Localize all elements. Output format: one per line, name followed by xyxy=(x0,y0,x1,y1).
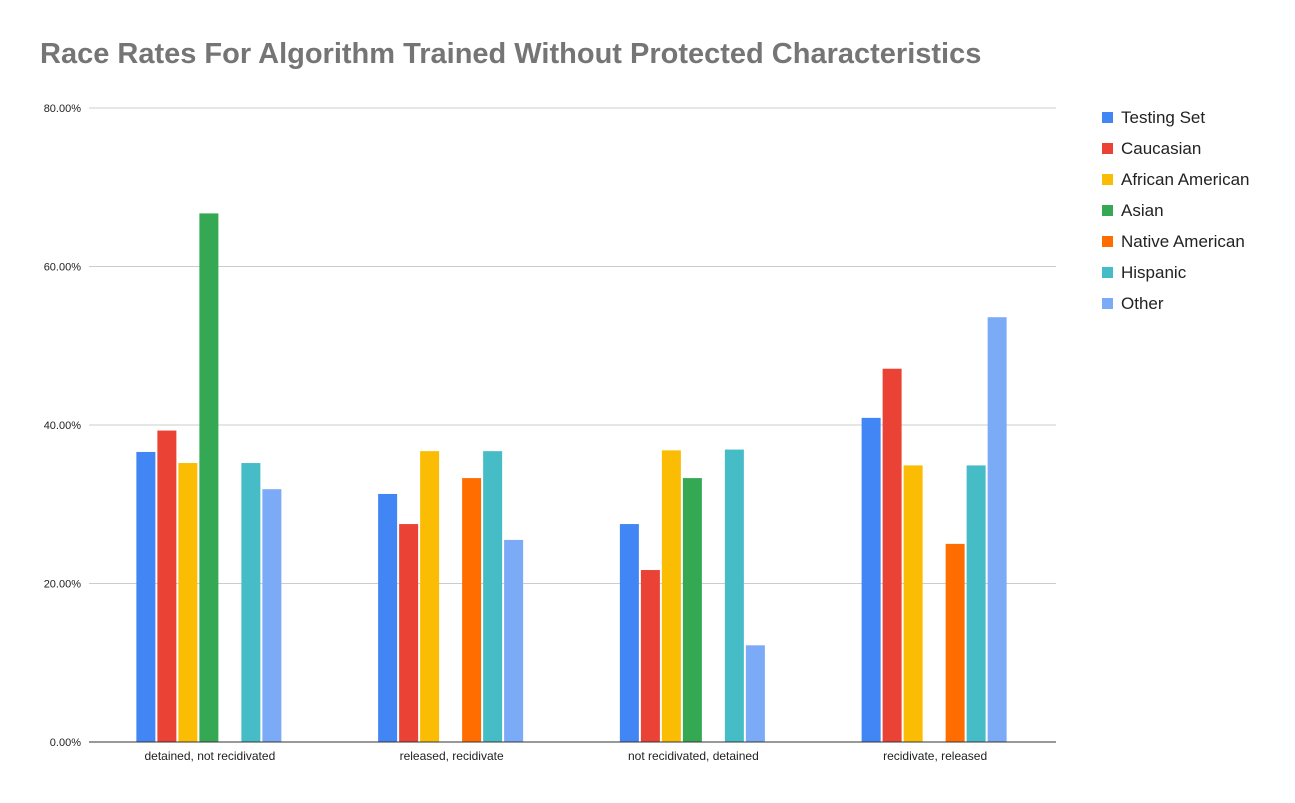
bar-other xyxy=(504,539,524,742)
bar-african-american xyxy=(903,465,923,742)
bar-caucasian xyxy=(640,570,660,742)
legend-label: Asian xyxy=(1121,200,1164,220)
chart-title: Race Rates For Algorithm Trained Without… xyxy=(40,38,982,70)
bar-caucasian xyxy=(399,524,419,742)
legend-swatch xyxy=(1102,112,1113,123)
bar-hispanic xyxy=(966,465,986,742)
x-axis-ticks: detained, not recidivated released, recid… xyxy=(144,749,987,763)
bar-testing-set xyxy=(136,451,156,742)
legend-swatch xyxy=(1102,174,1113,185)
legend: Testing Set Caucasian African American Asia… xyxy=(1102,102,1250,319)
bars xyxy=(136,213,1007,743)
bar-other xyxy=(745,645,765,742)
bar-native-american xyxy=(462,478,482,742)
bar-asian xyxy=(682,478,702,742)
y-tick-label: 40.00% xyxy=(44,420,82,432)
legend-swatch xyxy=(1102,143,1113,154)
legend-item: African American xyxy=(1102,164,1250,195)
legend-label: Other xyxy=(1121,293,1164,313)
bar-testing-set xyxy=(861,417,881,742)
x-tick-label: not recidivated, detained xyxy=(628,749,759,763)
legend-item: Asian xyxy=(1102,195,1250,226)
x-tick-label: released, recidivate xyxy=(400,749,504,763)
legend-item: Native American xyxy=(1102,226,1250,257)
y-tick-label: 20.00% xyxy=(44,579,82,591)
bar-caucasian xyxy=(882,368,902,742)
y-axis-ticks: 0.00% 20.00% 40.00% 60.00% 80.00% xyxy=(44,103,82,749)
legend-label: Caucasian xyxy=(1121,138,1202,158)
bar-african-american xyxy=(178,463,198,742)
legend-item: Caucasian xyxy=(1102,133,1250,164)
x-tick-label: recidivate, released xyxy=(883,749,987,763)
legend-item: Hispanic xyxy=(1102,257,1250,288)
legend-swatch xyxy=(1102,298,1113,309)
x-tick-label: detained, not recidivated xyxy=(144,749,275,763)
bar-other xyxy=(987,317,1007,742)
legend-item: Other xyxy=(1102,288,1250,319)
legend-swatch xyxy=(1102,236,1113,247)
bar-hispanic xyxy=(724,449,744,742)
bar-native-american xyxy=(945,543,965,742)
y-tick-label: 80.00% xyxy=(44,103,82,115)
y-tick-label: 0.00% xyxy=(50,737,81,749)
bar-testing-set xyxy=(619,524,639,742)
bar-testing-set xyxy=(378,493,398,742)
bar-african-american xyxy=(661,450,681,742)
legend-label: Native American xyxy=(1121,231,1245,251)
bar-other xyxy=(262,489,282,742)
legend-item: Testing Set xyxy=(1102,102,1250,133)
legend-label: Testing Set xyxy=(1121,107,1206,127)
bar-hispanic xyxy=(483,451,503,742)
bar-hispanic xyxy=(241,463,261,742)
y-tick-label: 60.00% xyxy=(44,262,82,274)
bar-caucasian xyxy=(157,430,177,742)
bar-asian xyxy=(199,213,219,743)
legend-swatch xyxy=(1102,205,1113,216)
bar-african-american xyxy=(420,451,440,742)
legend-label: Hispanic xyxy=(1121,262,1187,282)
legend-swatch xyxy=(1102,267,1113,278)
legend-label: African American xyxy=(1121,169,1250,189)
